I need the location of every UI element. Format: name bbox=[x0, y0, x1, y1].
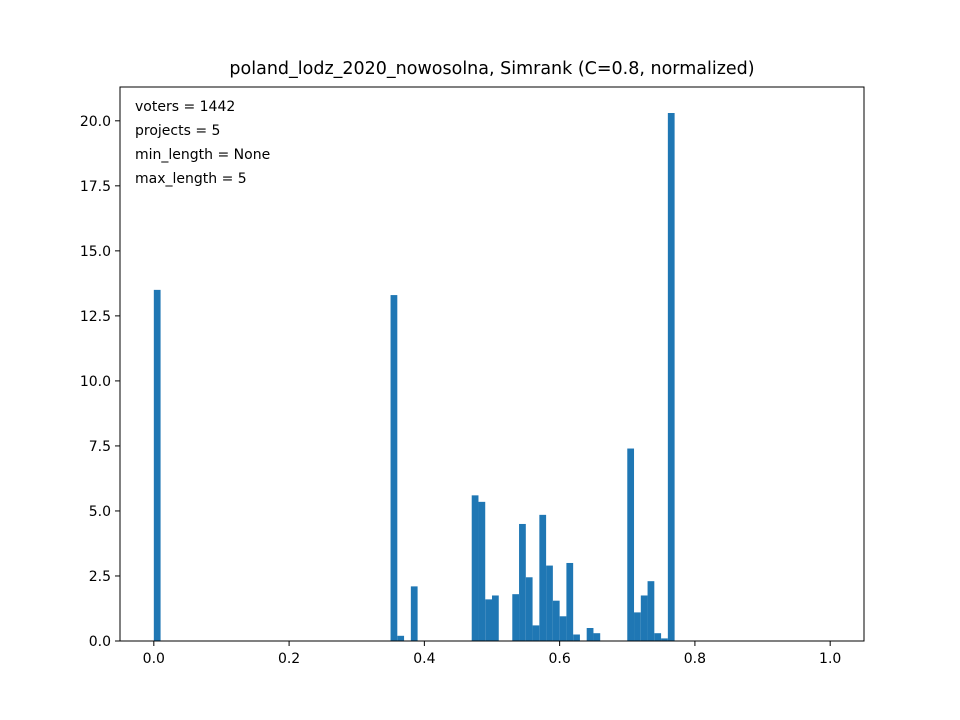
histogram-bar bbox=[552, 600, 560, 641]
histogram-bar bbox=[593, 633, 601, 641]
annotation-line: voters = 1442 bbox=[135, 99, 235, 115]
annotation-line: min_length = None bbox=[135, 147, 270, 163]
histogram-bar bbox=[559, 616, 567, 641]
y-tick-label: 20.0 bbox=[80, 114, 111, 130]
histogram-bar bbox=[661, 638, 668, 641]
histogram-bar bbox=[519, 523, 526, 641]
histogram-bar bbox=[667, 113, 675, 641]
histogram-bar bbox=[586, 628, 594, 641]
x-tick-label: 0.8 bbox=[684, 651, 706, 667]
plot-frame bbox=[119, 86, 865, 642]
y-tick-label: 12.5 bbox=[80, 309, 111, 325]
histogram-bar bbox=[410, 586, 418, 641]
histogram-bar bbox=[397, 635, 405, 641]
y-tick-label: 17.5 bbox=[80, 179, 111, 195]
histogram-bar bbox=[566, 562, 574, 641]
histogram-bars bbox=[153, 113, 675, 641]
y-tick-label: 5.0 bbox=[89, 504, 111, 520]
histogram-bar bbox=[153, 289, 161, 641]
histogram-bar bbox=[573, 634, 580, 641]
histogram-bar bbox=[539, 514, 547, 641]
histogram-bar bbox=[478, 501, 486, 641]
x-axis: 0.0 0.2 0.4 0.6 0.8 1.0 bbox=[143, 641, 841, 667]
histogram-bar bbox=[546, 565, 553, 641]
chart-title: poland_lodz_2020_nowosolna, Simrank (C=0… bbox=[229, 59, 754, 79]
y-tick-label: 0.0 bbox=[89, 634, 111, 650]
x-tick-label: 0.6 bbox=[549, 651, 571, 667]
histogram-bar bbox=[532, 625, 540, 641]
histogram-bar bbox=[492, 595, 499, 641]
histogram-bar bbox=[471, 495, 479, 641]
y-axis: 0.0 2.5 5.0 7.5 10.0 12.5 15.0 17.5 20.0 bbox=[80, 114, 120, 650]
annotation-line: projects = 5 bbox=[135, 123, 220, 139]
histogram-bar bbox=[654, 633, 662, 641]
annotation-line: max_length = 5 bbox=[135, 171, 247, 187]
annotation-block: voters = 1442 projects = 5 min_length = No… bbox=[135, 99, 270, 187]
x-tick-label: 0.0 bbox=[143, 651, 165, 667]
y-tick-label: 7.5 bbox=[89, 439, 111, 455]
y-tick-label: 15.0 bbox=[80, 244, 111, 260]
histogram-bar bbox=[640, 595, 648, 641]
y-tick-label: 2.5 bbox=[89, 569, 111, 585]
histogram-bar bbox=[525, 577, 533, 641]
histogram-bar bbox=[485, 599, 492, 641]
histogram-bar bbox=[627, 448, 635, 641]
histogram-bar bbox=[647, 581, 655, 641]
histogram-bar bbox=[512, 594, 520, 641]
histogram-bar bbox=[390, 295, 398, 641]
y-tick-label: 10.0 bbox=[80, 374, 111, 390]
x-tick-label: 0.2 bbox=[278, 651, 300, 667]
x-tick-label: 0.4 bbox=[413, 651, 435, 667]
histogram-bar bbox=[634, 612, 641, 641]
x-tick-label: 1.0 bbox=[819, 651, 841, 667]
